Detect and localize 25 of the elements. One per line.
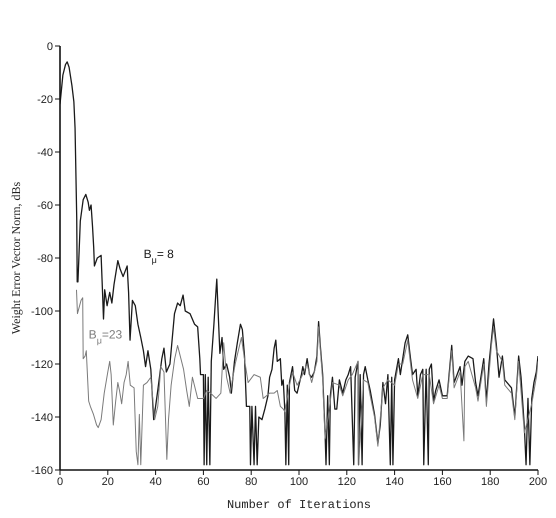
x-tick-label: 80 — [245, 476, 258, 488]
x-tick-label: 20 — [102, 476, 114, 488]
x-tick-label: 60 — [197, 476, 210, 488]
y-tick-label: -60 — [37, 200, 53, 212]
y-tick-label: 0 — [46, 40, 53, 53]
y-tick-label: -40 — [37, 146, 53, 159]
x-tick-label: 40 — [149, 476, 162, 488]
x-tick-label: 140 — [385, 476, 404, 488]
series-label: B$_{μ}$=23 — [88, 328, 123, 346]
y-tick-label: -20 — [37, 94, 53, 106]
line-series — [76, 289, 538, 466]
y-tick-label: -100 — [30, 306, 53, 318]
x-tick-label: 0 — [56, 476, 64, 488]
x-tick-label: 160 — [433, 476, 452, 488]
x-tick-label: 100 — [290, 476, 308, 488]
y-tick-label: -160 — [30, 464, 53, 477]
x-axis-title: Number of Iterations — [226, 498, 372, 512]
x-tick-label: 120 — [338, 476, 356, 488]
y-axis-title: Weight Error Vector Norm, dBs — [9, 181, 23, 334]
x-tick-label: 180 — [481, 476, 500, 488]
series-label: B$_{μ}$= 8 — [144, 247, 174, 265]
x-tick-label: 200 — [528, 476, 548, 488]
y-tick-label: -80 — [37, 252, 53, 265]
y-tick-label: -140 — [30, 412, 53, 424]
y-tick-label: -120 — [30, 358, 53, 371]
